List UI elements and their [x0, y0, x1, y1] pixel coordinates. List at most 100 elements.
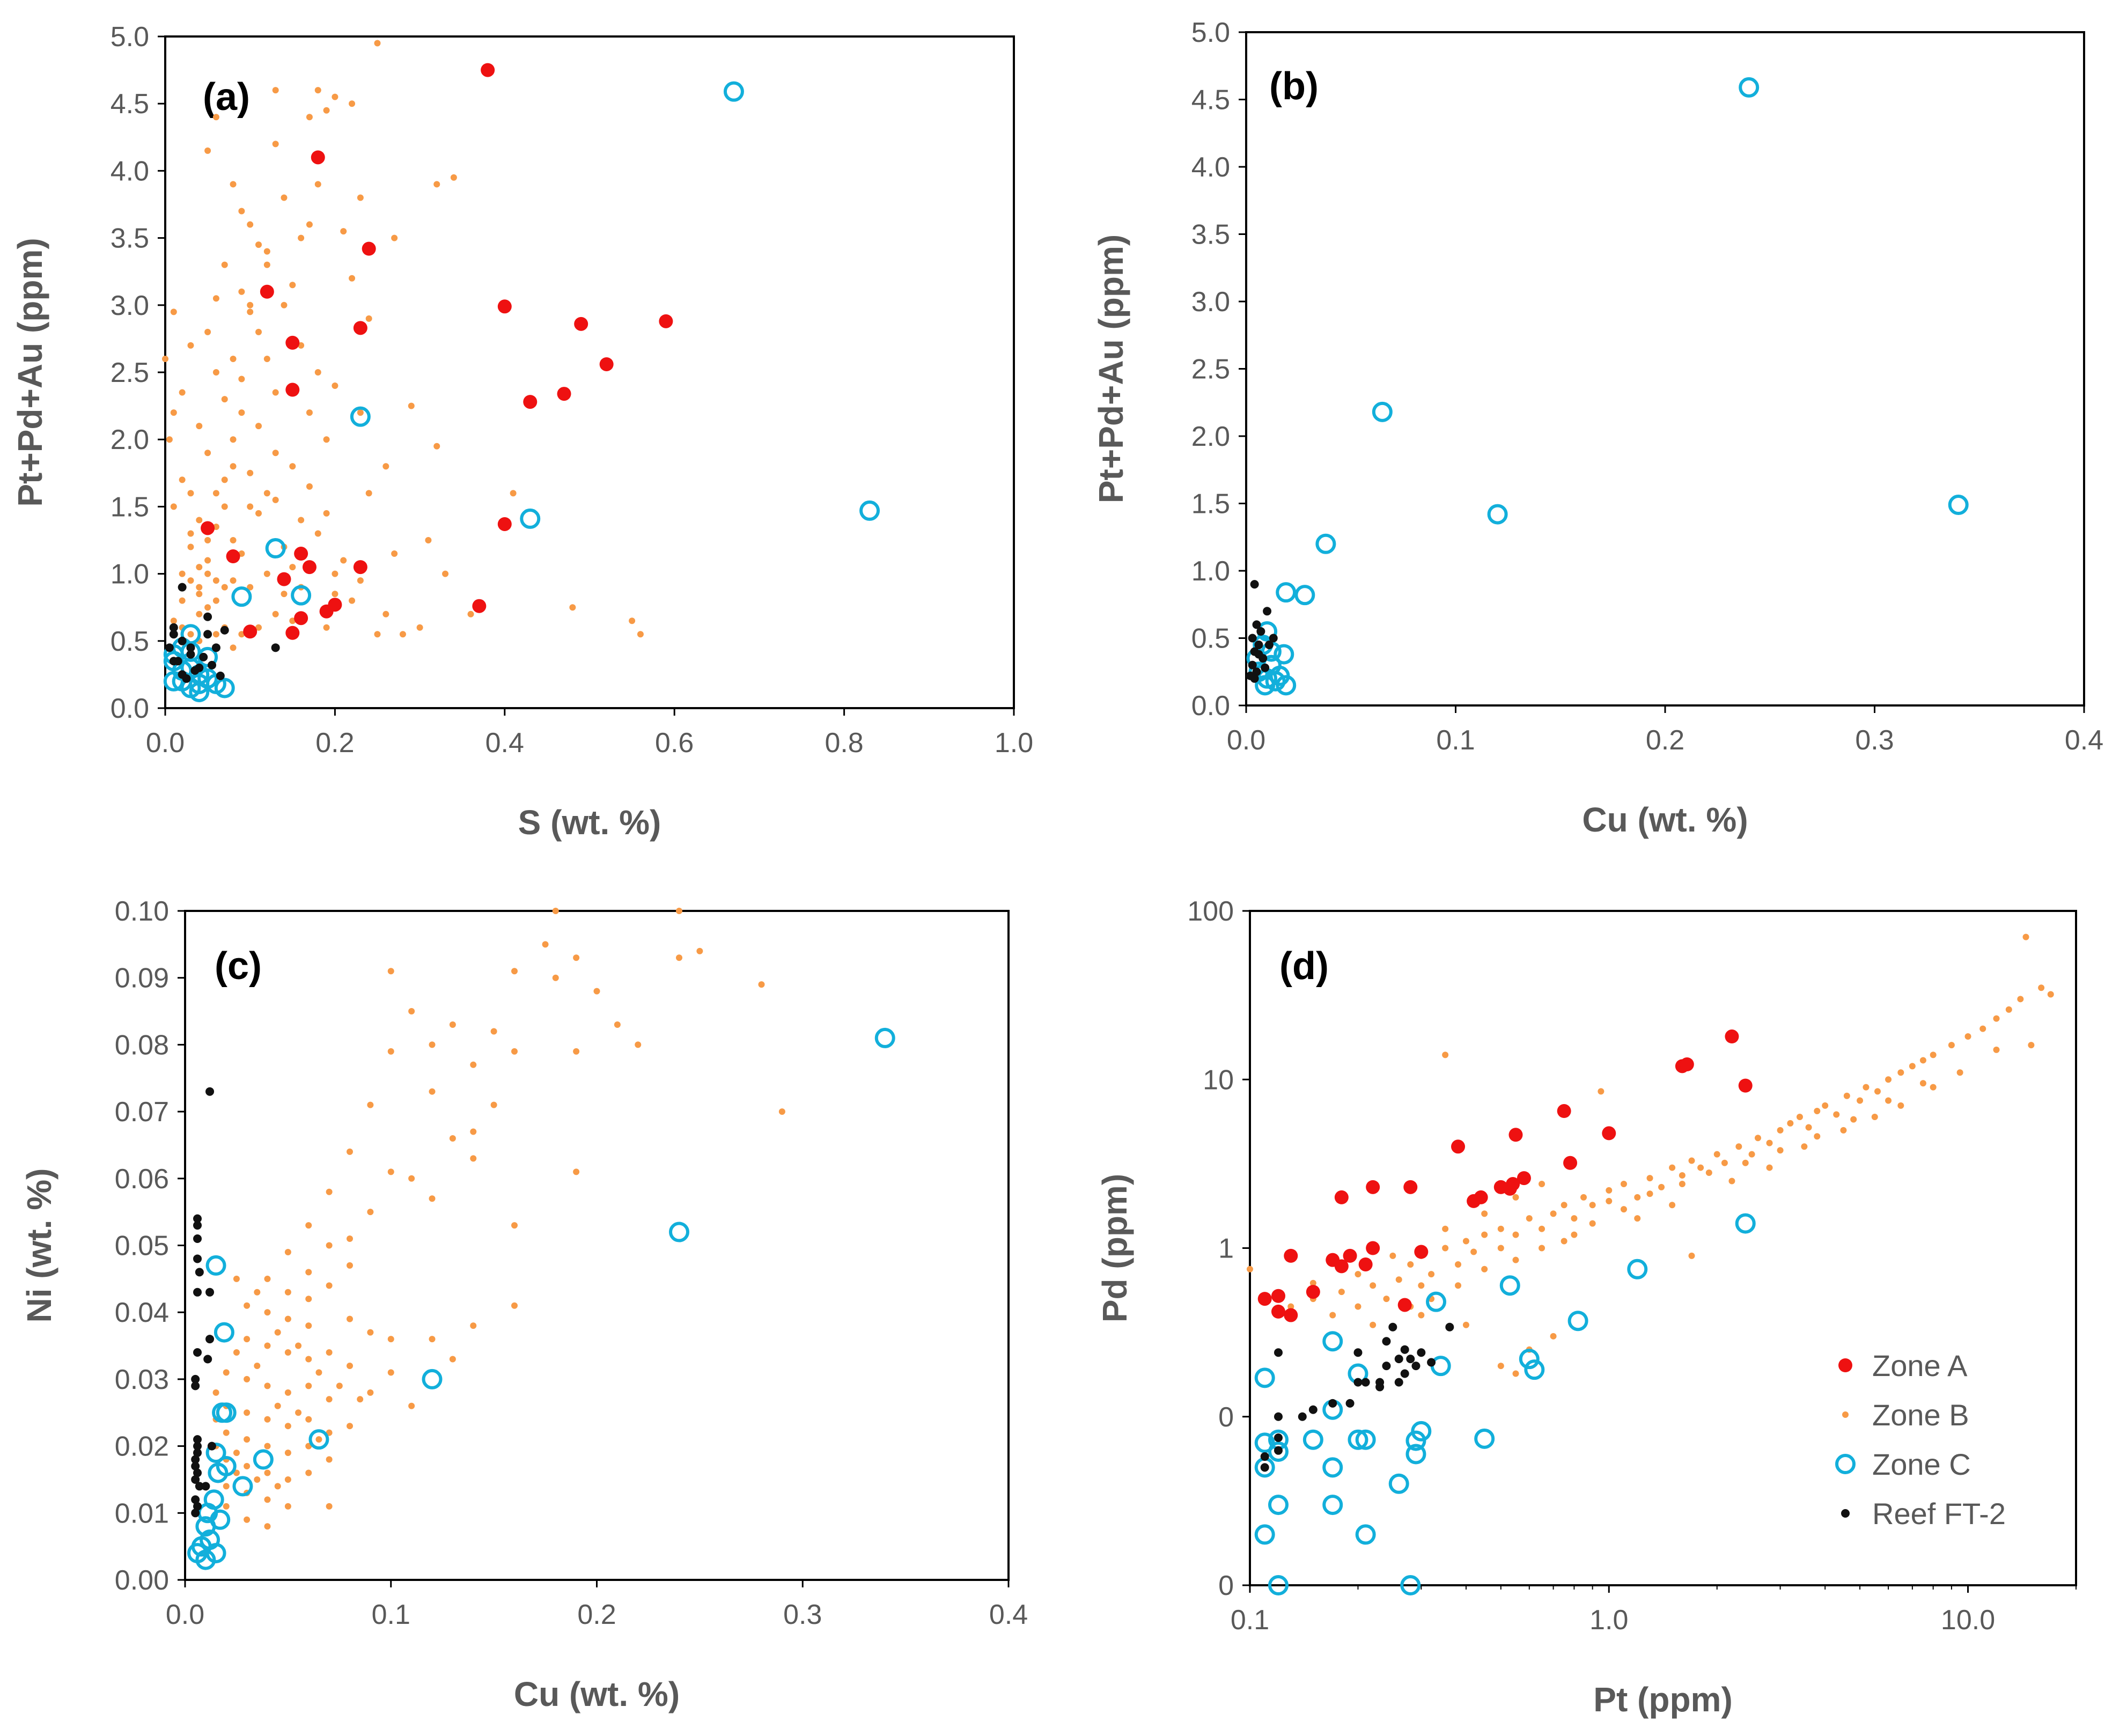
data-point: [284, 1315, 291, 1322]
data-point: [263, 490, 270, 497]
series-zone-b: [212, 908, 785, 1530]
data-point: [204, 570, 211, 577]
data-point: [162, 355, 168, 362]
data-point: [1355, 1303, 1361, 1310]
y-tick-label: 0: [1218, 1570, 1234, 1601]
data-point: [1248, 660, 1257, 670]
data-point: [305, 1469, 312, 1476]
data-point: [1979, 1025, 1986, 1032]
y-axis-label: Pt+Pd+Au (ppm): [1092, 234, 1130, 503]
data-point: [199, 652, 208, 661]
series-reef-ft-2: [1260, 1322, 1454, 1472]
x-tick-label: 0.1: [1436, 725, 1475, 756]
data-point: [1539, 1245, 1545, 1252]
data-point: [238, 409, 245, 416]
data-point: [230, 463, 237, 470]
data-point: [314, 369, 321, 376]
data-point: [187, 577, 194, 584]
data-point: [233, 1275, 240, 1282]
data-point: [1269, 634, 1278, 643]
data-point: [367, 1101, 374, 1108]
data-point: [1580, 1194, 1587, 1201]
x-axis-label: S (wt. %): [518, 803, 661, 842]
data-point: [449, 1021, 456, 1028]
data-point: [191, 1475, 200, 1484]
data-point: [1589, 1202, 1596, 1209]
data-point: [1833, 1111, 1840, 1118]
data-point: [260, 284, 274, 299]
data-point: [323, 624, 330, 631]
data-point: [205, 1255, 226, 1276]
series-zone-c: [163, 81, 880, 702]
data-point: [433, 181, 440, 188]
data-point: [284, 1248, 291, 1255]
data-point: [1964, 1033, 1971, 1040]
data-point: [285, 626, 300, 640]
data-point: [1840, 1127, 1847, 1134]
data-point: [1257, 1292, 1272, 1306]
data-point: [1512, 1231, 1519, 1238]
series-zone-c: [1246, 77, 1969, 696]
data-point: [284, 1423, 291, 1430]
data-point: [429, 1088, 436, 1095]
data-point: [1383, 1296, 1390, 1303]
data-point: [247, 308, 254, 315]
x-tick-label: 0.2: [315, 727, 354, 759]
data-point: [244, 1302, 251, 1309]
data-point: [2005, 1006, 2012, 1013]
data-point: [272, 87, 279, 94]
data-point: [1298, 1412, 1307, 1421]
data-point: [1470, 1248, 1477, 1255]
data-point: [1567, 1311, 1588, 1332]
data-point: [284, 1349, 291, 1356]
data-point: [179, 476, 186, 483]
data-point: [1264, 641, 1274, 650]
x-axis-label: Cu (wt. %): [1582, 800, 1748, 839]
x-tick-label: 0.1: [1231, 1605, 1269, 1636]
data-point: [1919, 1057, 1926, 1064]
data-point: [1474, 1428, 1495, 1449]
data-point: [2028, 1042, 2035, 1049]
data-point: [416, 624, 423, 631]
data-point: [1462, 1321, 1469, 1328]
series-reef-ft-2: [191, 1087, 216, 1518]
data-point: [387, 1336, 394, 1343]
data-point: [1930, 1084, 1937, 1091]
data-point: [204, 328, 211, 335]
data-point: [1634, 1215, 1641, 1222]
data-point: [205, 1335, 215, 1344]
data-point: [323, 510, 330, 517]
legend-marker: [1838, 1358, 1852, 1372]
data-point: [254, 1476, 261, 1483]
data-point: [1250, 674, 1259, 683]
data-point: [1606, 1187, 1613, 1194]
data-point: [230, 537, 237, 543]
legend-marker: [1835, 1454, 1856, 1474]
data-point: [204, 604, 211, 611]
data-point: [1306, 1285, 1320, 1299]
data-point: [470, 1128, 477, 1135]
data-point: [470, 1155, 477, 1162]
panel-b: 0.0 0.1 0.2 0.3 0.4 0.0 0.5 1.0 1.5 2.0 2.5 3.0 3.5 4…: [1092, 17, 2103, 839]
data-point: [1871, 1113, 1878, 1120]
data-point: [336, 1382, 343, 1389]
x-axis-label: Pt (ppm): [1593, 1680, 1733, 1719]
data-point: [1261, 663, 1270, 672]
data-point: [1397, 1298, 1412, 1312]
y-tick-label: 4.0: [111, 156, 149, 187]
data-point: [859, 500, 880, 521]
data-point: [1353, 1348, 1363, 1357]
data-point: [305, 1416, 312, 1423]
data-point: [221, 584, 228, 591]
data-point: [552, 974, 559, 981]
data-point: [195, 1516, 216, 1537]
data-point: [230, 577, 237, 584]
data-point: [511, 1222, 518, 1229]
data-point: [247, 503, 254, 510]
y-tick-label: 10: [1203, 1064, 1234, 1095]
data-point: [285, 382, 300, 397]
data-point: [1620, 1206, 1627, 1213]
data-point: [1602, 1126, 1616, 1141]
data-point: [573, 1168, 580, 1175]
data-point: [1302, 1429, 1323, 1450]
